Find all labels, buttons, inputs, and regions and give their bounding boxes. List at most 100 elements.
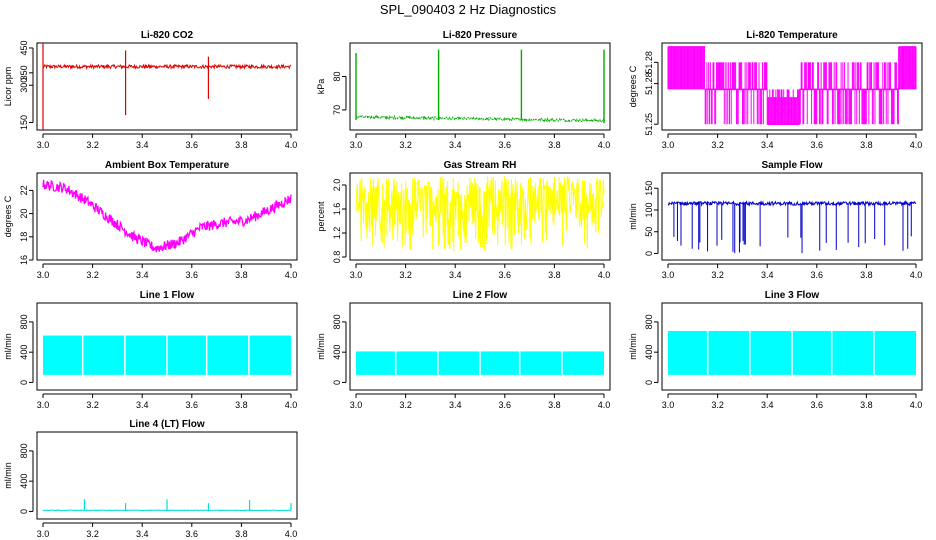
y-tick-label: 800 <box>332 314 342 329</box>
plot-frame <box>661 302 923 391</box>
x-tick-label: 3.4 <box>761 140 774 150</box>
y-tick-label: 400 <box>19 345 29 360</box>
y-tick-label: 800 <box>19 443 29 458</box>
x-tick-label: 3.2 <box>711 400 724 410</box>
y-axis-label: degrees C <box>3 195 13 237</box>
data-series <box>355 114 605 123</box>
y-tick-label: 800 <box>644 314 654 329</box>
y-tick-label: 100 <box>644 202 654 217</box>
x-tick-label: 3.8 <box>235 140 248 150</box>
y-tick-label: 400 <box>332 345 342 360</box>
x-tick-label: 3.8 <box>548 400 561 410</box>
x-tick-label: 3.4 <box>761 400 774 410</box>
y-axis-label: ml/min <box>316 333 326 360</box>
data-series <box>667 199 917 254</box>
x-tick-label: 4.0 <box>598 140 611 150</box>
chart-title: Line 2 Flow <box>453 290 508 301</box>
y-tick-label: 2.0 <box>332 179 342 192</box>
x-tick-label: 3.4 <box>136 270 149 280</box>
plot-frame <box>36 431 298 520</box>
x-tick-label: 4.0 <box>285 270 298 280</box>
plot-frame <box>349 42 611 131</box>
x-tick-label: 4.0 <box>285 529 298 539</box>
x-tick-label: 3.2 <box>86 529 99 539</box>
plot-frame <box>349 172 611 261</box>
chart-title: Li-820 Pressure <box>443 30 518 41</box>
y-tick-label: 350 <box>19 65 29 80</box>
y-tick-label: 0 <box>644 251 654 256</box>
chart-panel: Line 4 (LT) Flow 3.0 3.2 3.4 3.6 3.8 4.0 0 400 80… <box>3 419 298 539</box>
chart-title: Li-820 CO2 <box>141 30 194 41</box>
x-tick-label: 3.8 <box>235 400 248 410</box>
x-tick-label: 3.4 <box>136 529 149 539</box>
chart-panel: Li-820 Pressure 3.0 3.2 3.4 3.6 3.8 4.0 70 80 kPa <box>316 30 611 150</box>
x-tick-label: 3.0 <box>37 140 50 150</box>
x-tick-label: 3.8 <box>548 270 561 280</box>
x-tick-label: 4.0 <box>598 270 611 280</box>
y-tick-label: 51.28 <box>644 51 654 74</box>
y-tick-label: 0 <box>19 509 29 514</box>
y-axis-label: ml/min <box>3 462 13 489</box>
data-series <box>42 63 292 71</box>
plot-frame <box>349 302 611 391</box>
chart-panel: Li-820 Temperature 3.0 3.2 3.4 3.6 3.8 4.0 51.2… <box>628 30 923 150</box>
y-tick-label: 0 <box>644 380 654 385</box>
x-tick-label: 3.0 <box>37 270 50 280</box>
chart-title: Ambient Box Temperature <box>105 160 230 171</box>
y-tick-label: 20 <box>19 209 29 219</box>
y-tick-label: 300 <box>19 78 29 93</box>
y-tick-label: 400 <box>19 474 29 489</box>
x-tick-label: 4.0 <box>285 400 298 410</box>
chart-panel: Sample Flow 3.0 3.2 3.4 3.6 3.8 4.0 0 50 100 150 ml… <box>628 160 923 280</box>
y-axis-label: ml/min <box>3 333 13 360</box>
x-tick-label: 3.0 <box>662 270 675 280</box>
y-tick-label: 51.25 <box>644 113 654 136</box>
chart-panel: Ambient Box Temperature 3.0 3.2 3.4 3.6 3.8 4.… <box>3 160 298 280</box>
y-tick-label: 1.2 <box>332 227 342 240</box>
y-tick-label: 22 <box>19 185 29 195</box>
x-tick-label: 3.8 <box>235 529 248 539</box>
chart-panel: Gas Stream RH 3.0 3.2 3.4 3.6 3.8 4.0 0.8 1.2 1.6… <box>316 160 611 280</box>
y-tick-label: 0.8 <box>332 251 342 264</box>
x-tick-label: 4.0 <box>910 400 923 410</box>
x-tick-label: 3.8 <box>860 140 873 150</box>
data-series <box>355 176 605 251</box>
x-tick-label: 3.0 <box>350 400 363 410</box>
y-axis-label: degrees C <box>628 65 638 107</box>
y-tick-label: 80 <box>332 71 342 81</box>
plot-frame <box>661 172 923 261</box>
y-axis-label: ml/min <box>628 203 638 230</box>
x-tick-label: 3.6 <box>811 400 824 410</box>
x-tick-label: 3.2 <box>711 140 724 150</box>
chart-title: Line 4 (LT) Flow <box>129 419 205 430</box>
plot-frame <box>36 302 298 391</box>
x-tick-label: 3.0 <box>350 270 363 280</box>
y-tick-label: 50 <box>644 227 654 237</box>
y-tick-label: 800 <box>19 314 29 329</box>
y-tick-label: 51.28 <box>644 72 654 95</box>
chart-title: Li-820 Temperature <box>746 30 838 41</box>
x-tick-label: 3.8 <box>235 270 248 280</box>
x-tick-label: 3.4 <box>449 400 462 410</box>
y-tick-label: 150 <box>19 115 29 130</box>
y-axis-label: kPa <box>316 79 326 95</box>
y-axis-label: Licor ppm <box>3 67 13 107</box>
x-tick-label: 3.2 <box>86 270 99 280</box>
x-tick-label: 3.6 <box>499 140 512 150</box>
x-tick-label: 3.6 <box>811 140 824 150</box>
x-tick-label: 3.6 <box>186 140 199 150</box>
x-tick-label: 3.4 <box>449 270 462 280</box>
x-tick-label: 3.4 <box>136 140 149 150</box>
x-tick-label: 4.0 <box>285 140 298 150</box>
x-tick-label: 3.8 <box>548 140 561 150</box>
plot-frame <box>36 172 298 261</box>
y-tick-label: 450 <box>19 40 29 55</box>
y-axis-label: ml/min <box>628 333 638 360</box>
x-tick-label: 3.6 <box>186 400 199 410</box>
x-tick-label: 3.0 <box>350 140 363 150</box>
chart-title: Line 3 Flow <box>765 290 820 301</box>
chart-panel: Line 2 Flow 3.0 3.2 3.4 3.6 3.8 4.0 0 400 800 ml/m… <box>316 290 611 410</box>
x-tick-label: 3.6 <box>186 270 199 280</box>
